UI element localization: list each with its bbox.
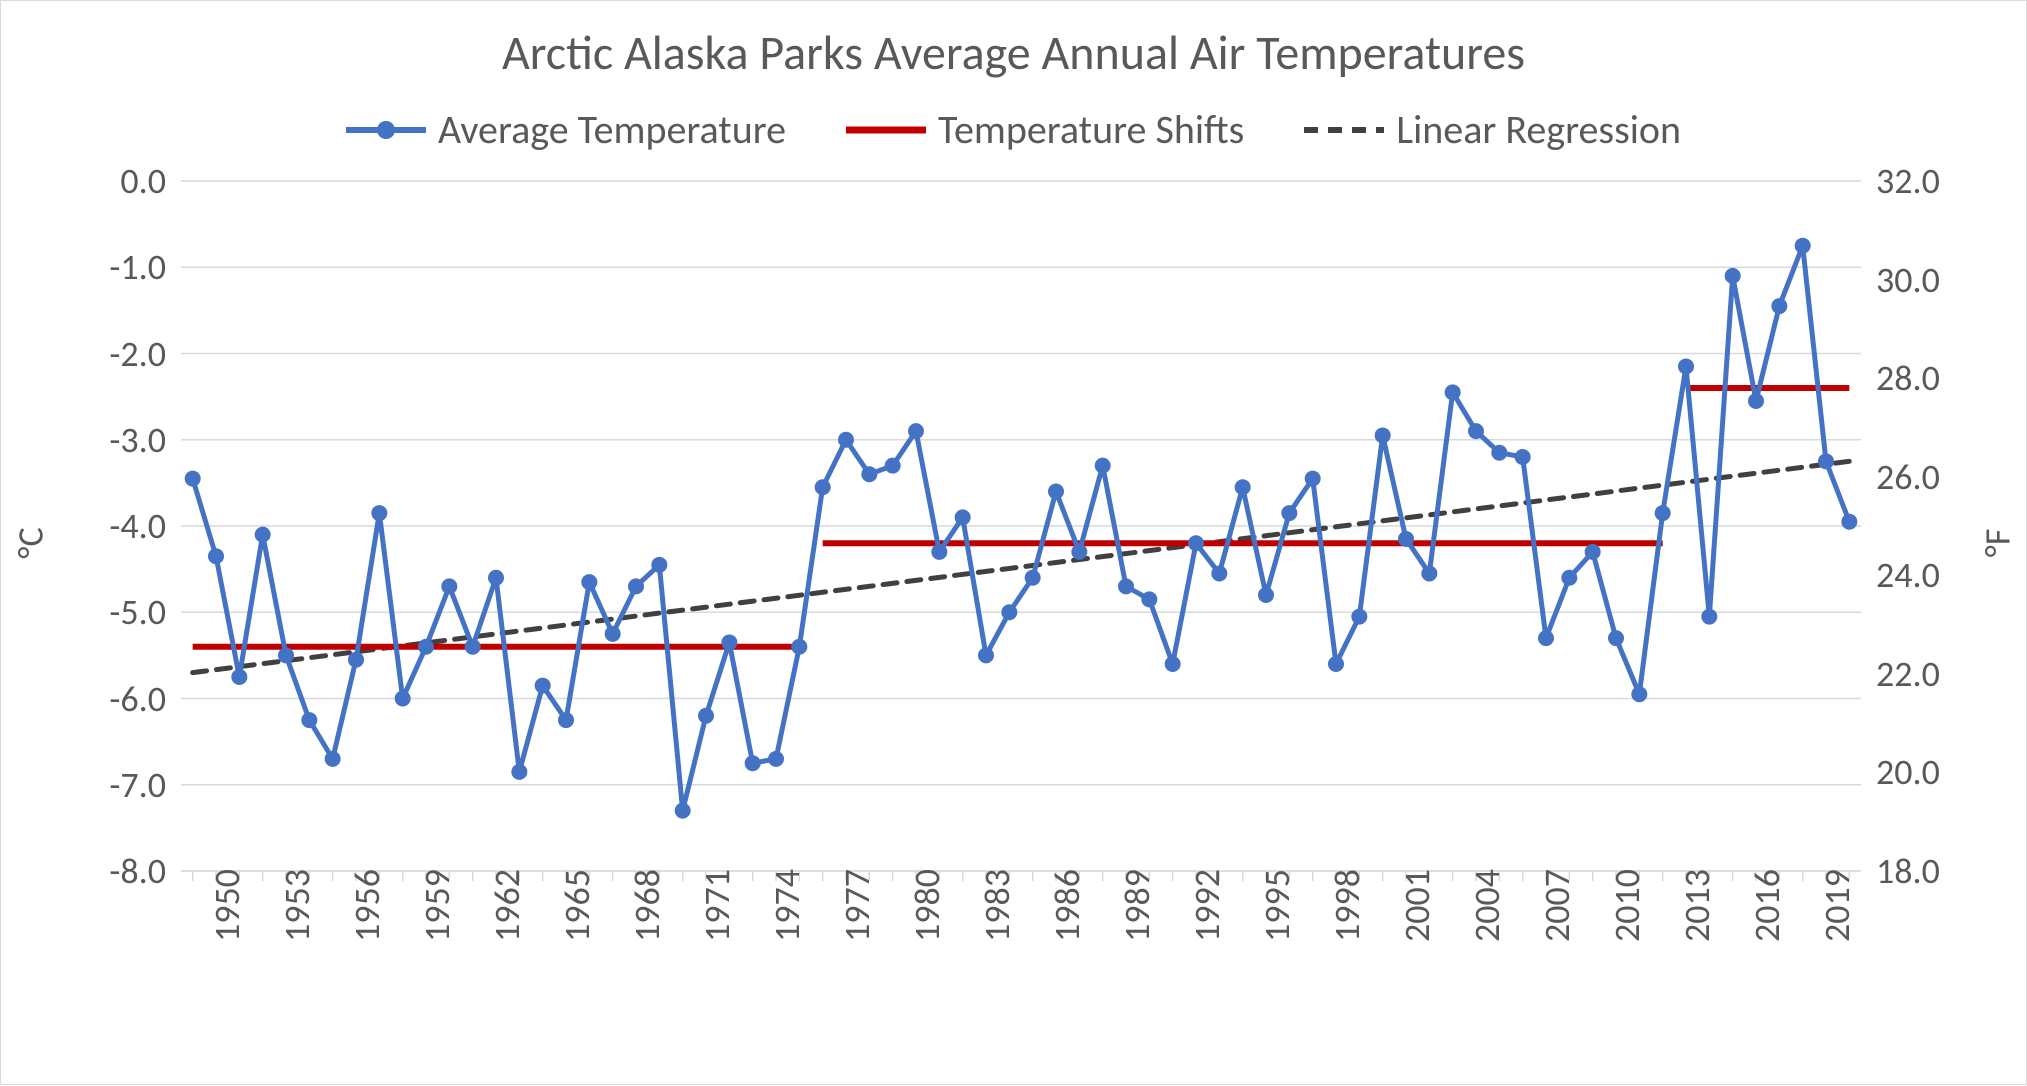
tick-label: -4.0 — [71, 504, 166, 548]
tick-label: 1992 — [1185, 869, 1229, 989]
tick-label: 1998 — [1325, 869, 1369, 989]
tick-label: 18.0 — [1876, 849, 1971, 893]
tick-label: 24.0 — [1876, 553, 1971, 597]
tick-label: 1956 — [345, 869, 389, 989]
tick-label: 26.0 — [1876, 455, 1971, 499]
tick-label: 20.0 — [1876, 750, 1971, 794]
tick-label: 1953 — [275, 869, 319, 989]
tick-label: 22.0 — [1876, 652, 1971, 696]
tick-label: -8.0 — [71, 849, 166, 893]
tick-label: -6.0 — [71, 677, 166, 721]
tick-label: 2013 — [1675, 869, 1719, 989]
tick-label: -3.0 — [71, 418, 166, 462]
tick-label: 1983 — [975, 869, 1019, 989]
tick-label: 2001 — [1395, 869, 1439, 989]
tick-label: -7.0 — [71, 763, 166, 807]
tick-label: -1.0 — [71, 245, 166, 289]
tick-label: 1980 — [905, 869, 949, 989]
tick-label: 2019 — [1815, 869, 1859, 989]
tick-label: 0.0 — [71, 159, 166, 203]
tick-label: 1974 — [765, 869, 809, 989]
tick-label: -2.0 — [71, 332, 166, 376]
tick-label: 1950 — [205, 869, 249, 989]
tick-label: 2004 — [1465, 869, 1509, 989]
tick-label: -5.0 — [71, 590, 166, 634]
tick-label: 30.0 — [1876, 258, 1971, 302]
tick-label: 1968 — [625, 869, 669, 989]
tick-label: 28.0 — [1876, 356, 1971, 400]
tick-label: 1962 — [485, 869, 529, 989]
tick-label: 1995 — [1255, 869, 1299, 989]
tick-label: 1971 — [695, 869, 739, 989]
tick-label: 1986 — [1045, 869, 1089, 989]
tick-label: 2007 — [1535, 869, 1579, 989]
tick-label: 1977 — [835, 869, 879, 989]
tick-label: 2016 — [1745, 869, 1789, 989]
tick-label: 32.0 — [1876, 159, 1971, 203]
tick-label: 2010 — [1605, 869, 1649, 989]
tick-label: 1965 — [555, 869, 599, 989]
tick-label: 1989 — [1115, 869, 1159, 989]
tick-label: 1959 — [415, 869, 459, 989]
chart-container: Arctic Alaska Parks Average Annual Air T… — [0, 0, 2027, 1085]
